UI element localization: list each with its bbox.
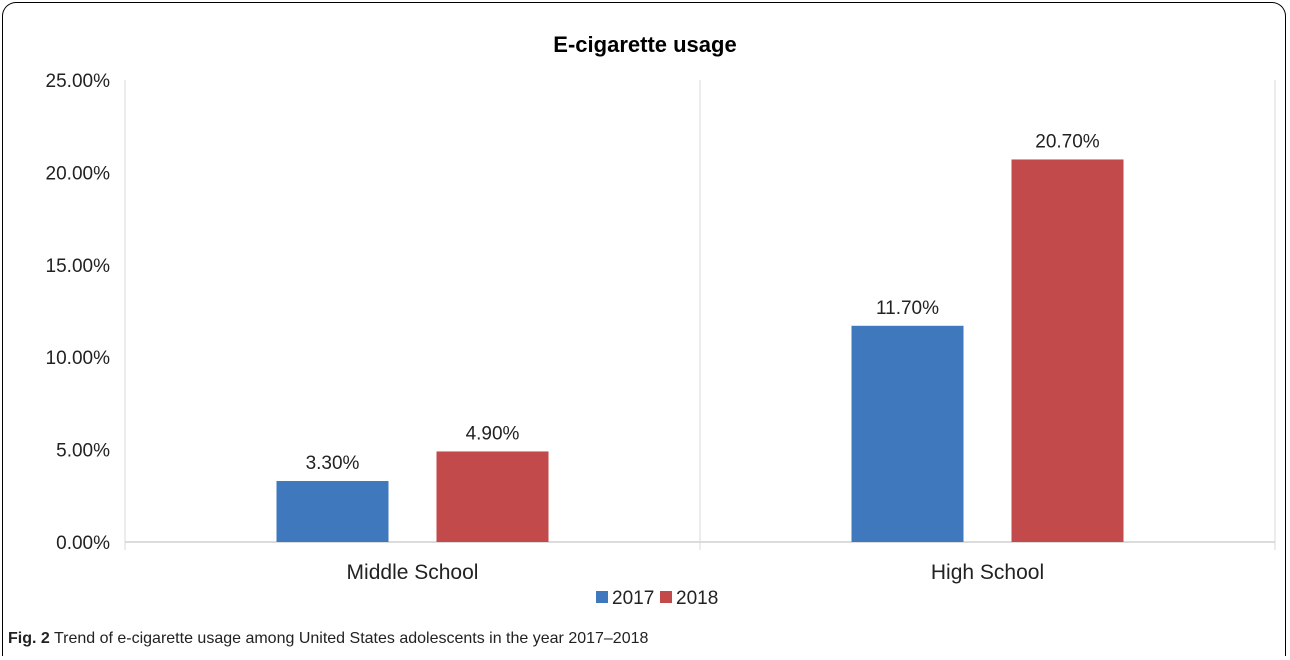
y-tick-label: 5.00% (56, 441, 110, 462)
data-label: 20.70% (1035, 131, 1100, 152)
bar-2017-0 (276, 481, 389, 542)
data-label: 3.30% (306, 453, 360, 474)
bar-2018-0 (436, 451, 549, 542)
bar-2017-1 (851, 325, 964, 542)
figure-caption: Fig. 2 Trend of e-cigarette usage among … (8, 630, 648, 648)
bar-chart: E-cigarette usage 0.00% 5.00% 10.00% 15.00%… (46, 32, 1276, 609)
y-tick-label: 15.00% (46, 256, 111, 277)
legend-swatch-2017 (596, 591, 608, 603)
bars (276, 159, 1124, 543)
data-label: 11.70% (876, 298, 939, 319)
y-tick-label: 20.00% (46, 163, 111, 184)
legend: 2017 2018 (596, 588, 718, 609)
legend-label: 2017 (612, 588, 654, 609)
data-label: 4.90% (466, 423, 520, 444)
chart-title: E-cigarette usage (553, 32, 736, 57)
data-labels: 3.30% 11.70% 4.90% 20.70% (306, 131, 1100, 474)
caption-text: Trend of e-cigarette usage among United … (53, 630, 649, 647)
legend-swatch-2018 (660, 591, 672, 603)
x-tick-label: Middle School (347, 561, 479, 584)
x-tick-label: High School (931, 561, 1044, 584)
y-tick-label: 0.00% (56, 533, 110, 554)
caption-label: Fig. 2 (8, 630, 50, 647)
legend-label: 2018 (676, 588, 718, 609)
y-tick-label: 25.00% (46, 71, 111, 92)
y-tick-label: 10.00% (46, 348, 111, 369)
bar-2018-1 (1011, 159, 1124, 543)
